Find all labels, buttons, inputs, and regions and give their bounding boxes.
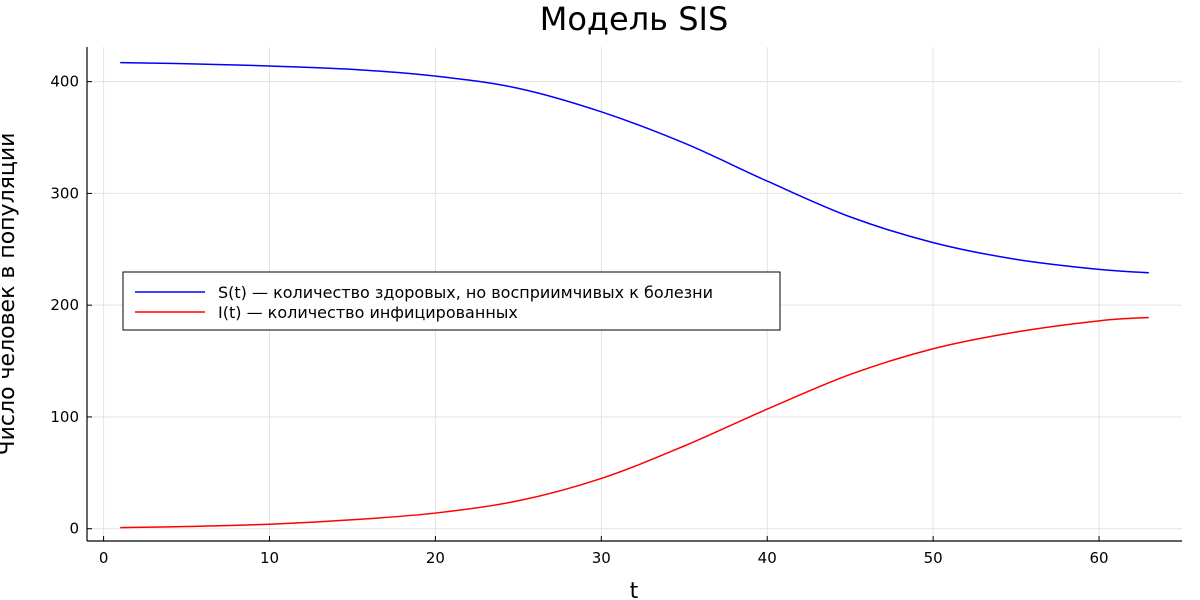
legend-box — [122, 271, 781, 331]
series-line-i — [120, 316, 1149, 529]
x-tick-label: 10 — [260, 549, 279, 567]
legend-entry-label: I(t) — количество инфицированных — [218, 303, 518, 322]
legend-entry-label: S(t) — количество здоровых, но восприимч… — [218, 283, 713, 302]
chart-title: Модель SIS — [540, 0, 729, 38]
legend: S(t) — количество здоровых, но восприимч… — [122, 271, 781, 331]
series-layer — [120, 61, 1149, 529]
y-tick-label: 300 — [50, 184, 79, 202]
x-tick-label: 40 — [758, 549, 777, 567]
ticks-layer: 0 10 20 30 40 50 60 0 100 200 300 400 — [50, 73, 1108, 567]
y-tick-label: 400 — [50, 73, 79, 91]
series-line-s — [120, 61, 1149, 274]
x-tick-label: 30 — [592, 549, 611, 567]
x-tick-label: 50 — [924, 549, 943, 567]
x-tick-label: 60 — [1089, 549, 1108, 567]
y-axis-label: Число человек в популяции — [0, 133, 20, 456]
y-tick-label: 200 — [50, 296, 79, 314]
x-tick-label: 0 — [99, 549, 109, 567]
y-tick-label: 100 — [50, 408, 79, 426]
x-axis-label: t — [630, 579, 639, 600]
y-tick-label: 0 — [69, 520, 79, 538]
x-tick-label: 20 — [426, 549, 445, 567]
